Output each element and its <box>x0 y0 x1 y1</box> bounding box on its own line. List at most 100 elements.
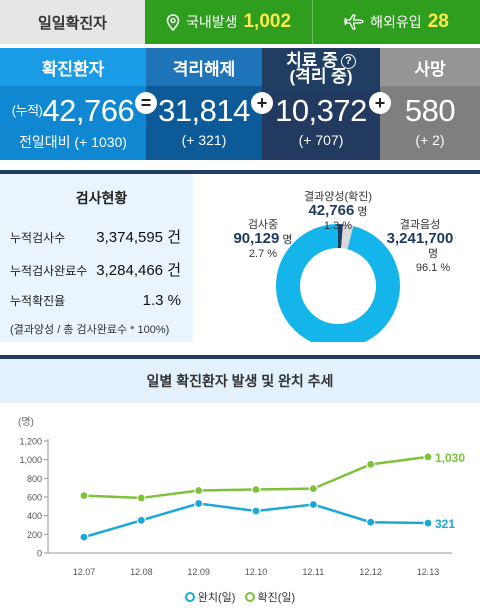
help-icon[interactable]: ? <box>340 53 356 69</box>
trend-line-chart: (명) 0 200 400 600 800 1,000 1,200 12.07 12.08 12.0… <box>18 416 465 577</box>
series-point <box>308 499 318 510</box>
pie-label-positive: 결과양성(확진) 42,766 명 1.3 % <box>293 190 383 233</box>
confirmed-box: 확진환자 (누적)42,766 전일대비 (+ 1030) <box>0 48 146 160</box>
overseas-value: 28 <box>427 11 449 32</box>
series-point <box>366 517 376 527</box>
series-point <box>308 483 318 494</box>
series-point <box>423 452 433 462</box>
negative-value: 3,241,700 <box>386 230 454 247</box>
test-title: 검사현황 <box>75 190 128 206</box>
domestic-value: 1,002 <box>243 11 292 32</box>
confirmed-title: 확진환자 <box>41 59 105 79</box>
y-tick-label: 1,200 <box>19 437 42 447</box>
deaths-box: 사망 580 (+ 2) <box>380 48 480 160</box>
y-tick-label: 400 <box>27 511 42 521</box>
series-end-label: 1,030 <box>435 451 465 465</box>
y-tick-label: 0 <box>37 549 42 559</box>
domestic-label: 국내발생 <box>185 14 238 30</box>
test-row-label: 누적검사완료수 <box>10 264 88 278</box>
legend-confirmed-marker <box>244 592 255 602</box>
released-change: (+ 321) <box>181 132 227 148</box>
series-end-label: 321 <box>435 517 455 531</box>
negative-unit: 명 <box>427 248 439 260</box>
x-tick-label: 12.08 <box>130 567 153 577</box>
legend-item-recovered[interactable]: 완치(일) <box>184 589 236 605</box>
test-row: 누적검사완료수 3,284,466 건 <box>10 259 193 280</box>
negative-pct: 96.1 % <box>415 262 451 274</box>
airplane-icon <box>344 14 364 30</box>
series-point <box>79 532 89 542</box>
released-box: 격리해제 31,814 (+ 321) <box>146 48 262 160</box>
series-point <box>194 485 204 496</box>
legend-confirmed-label: 확진(일) <box>257 592 296 604</box>
y-tick-label: 200 <box>27 530 42 540</box>
test-row-value: 3,284,466 건 <box>96 262 181 279</box>
x-tick-label: 12.10 <box>245 567 268 577</box>
x-tick-label: 12.12 <box>359 567 382 577</box>
plus-operator-2: + <box>369 92 391 114</box>
deaths-value: 580 <box>404 93 456 128</box>
testing-label: 검사중 <box>247 219 279 231</box>
x-tick-label: 12.11 <box>302 567 324 577</box>
x-tick-label: 12.09 <box>187 567 210 577</box>
test-row-value: 1.3 % <box>142 292 181 309</box>
y-axis-unit: (명) <box>18 416 34 428</box>
equals-operator: = <box>135 92 157 114</box>
positive-label: 결과양성(확진) <box>303 191 373 203</box>
released-title: 격리해제 <box>172 59 236 79</box>
y-tick-label: 600 <box>27 493 42 503</box>
positive-pct: 1.3 % <box>323 220 353 232</box>
positive-unit: 명 <box>357 206 368 218</box>
treatment-value: 10,372 <box>275 93 367 128</box>
series-point <box>423 518 433 528</box>
location-pin-icon <box>166 13 180 31</box>
negative-label: 결과음성 <box>399 219 441 231</box>
released-value: 31,814 <box>158 93 250 128</box>
y-tick-label: 800 <box>27 474 42 484</box>
deaths-change: (+ 2) <box>415 132 445 148</box>
pie-slice-negative <box>276 224 400 342</box>
pie-slice-testing <box>340 224 354 250</box>
treatment-change: (+ 707) <box>298 132 344 148</box>
domestic-cases: 국내발생 1,002 <box>145 0 312 44</box>
series-point <box>251 506 261 516</box>
positive-value: 42,766 <box>308 202 355 219</box>
plus-operator-1: + <box>251 92 273 114</box>
series-point <box>366 459 376 469</box>
test-row-label: 누적검사수 <box>10 231 66 245</box>
overseas-label: 해외유입 <box>370 14 422 30</box>
summary-row: 확진환자 (누적)42,766 전일대비 (+ 1030) 격리해제 31,81… <box>0 48 480 160</box>
series-point <box>136 493 146 503</box>
test-status-section: 검사현황 누적검사수 3,374,595 건 누적검사완료수 3,284,466… <box>0 170 480 342</box>
series-point <box>194 498 204 509</box>
overseas-cases: 해외유입 28 <box>312 0 480 44</box>
chart-legend: 완치(일) 확진(일) <box>0 589 480 605</box>
legend-recovered-label: 완치(일) <box>197 592 236 604</box>
testing-unit: 명 <box>282 234 293 246</box>
test-stats: 검사현황 누적검사수 3,374,595 건 누적검사완료수 3,284,466… <box>0 174 193 342</box>
treatment-box: 치료 중? (격리 중) 10,372 (+ 707) <box>262 48 380 160</box>
trend-chart-section: 일별 확진환자 발생 및 완치 추세 (명) 0 200 400 600 800 1,000… <box>0 355 480 611</box>
testing-value: 90,129 <box>233 230 280 247</box>
series-point <box>251 484 261 495</box>
test-row: 누적검사수 3,374,595 건 <box>10 226 193 247</box>
pie-label-testing: 검사중 90,129 명 2.7 % <box>225 218 301 261</box>
legend-item-confirmed[interactable]: 확진(일) <box>244 589 296 605</box>
confirmed-prefix: (누적) <box>11 103 43 118</box>
treatment-subtitle: (격리 중) <box>289 67 353 86</box>
test-row-label: 누적확진율 <box>10 294 66 308</box>
pie-label-negative: 결과음성 3,241,700 명 96.1 % <box>365 218 475 275</box>
deaths-title: 사망 <box>414 59 446 79</box>
legend-recovered-marker <box>184 592 195 602</box>
daily-cases-label: 일일확진자 <box>0 0 145 44</box>
test-row: 누적확진율 1.3 % <box>10 292 193 309</box>
test-pie-chart <box>276 224 400 342</box>
series-point <box>136 515 146 525</box>
series-point <box>79 490 89 501</box>
chart-title: 일별 확진환자 발생 및 완치 추세 <box>0 359 480 403</box>
y-tick-label: 1,000 <box>19 455 42 465</box>
daily-cases-bar: 일일확진자 국내발생 1,002 해외유입 28 <box>0 0 480 44</box>
x-tick-label: 12.07 <box>73 567 96 577</box>
positive-rate-note: (결과양성 / 총 검사완료수 * 100%) <box>10 324 170 336</box>
treatment-title: 치료 중 <box>286 51 338 70</box>
